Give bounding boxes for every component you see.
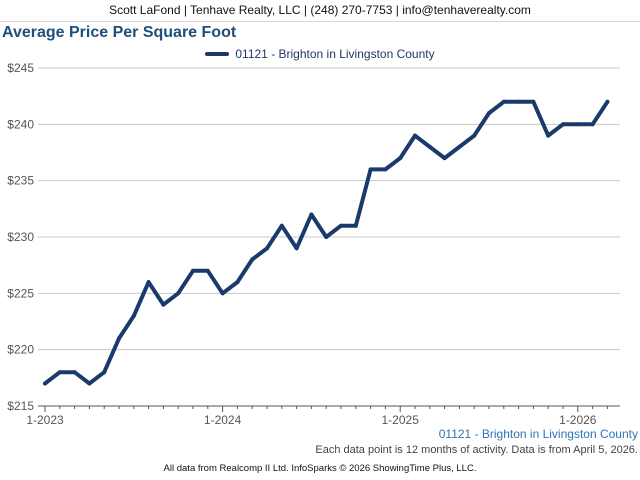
data-point xyxy=(102,370,107,375)
data-point xyxy=(442,156,447,161)
x-tick-label: 1-2026 xyxy=(559,413,597,427)
data-point xyxy=(250,257,255,262)
y-tick-label: $230 xyxy=(7,230,34,244)
y-tick-label: $215 xyxy=(7,399,34,413)
legend-swatch xyxy=(205,52,230,56)
data-point xyxy=(191,268,195,273)
data-point xyxy=(294,246,299,251)
data-point xyxy=(131,313,136,318)
data-point xyxy=(472,133,477,138)
data-point xyxy=(383,167,388,172)
data-point xyxy=(368,167,373,172)
data-point xyxy=(265,246,269,251)
footer-series-label: 01121 - Brighton in Livingston County xyxy=(438,427,638,441)
data-point xyxy=(235,280,240,285)
data-point xyxy=(605,99,610,104)
x-tick-label: 1-2025 xyxy=(382,413,420,427)
data-point xyxy=(57,370,62,375)
data-point xyxy=(501,99,506,104)
data-point xyxy=(575,122,580,127)
data-point xyxy=(427,144,432,149)
data-point xyxy=(457,144,462,149)
x-tick-label: 1-2024 xyxy=(204,413,242,427)
data-point xyxy=(531,99,536,104)
data-point xyxy=(205,268,210,273)
data-point xyxy=(146,280,151,285)
data-point xyxy=(43,381,47,386)
data-point xyxy=(561,122,565,127)
legend: 01121 - Brighton in Livingston County xyxy=(0,47,640,61)
contact-header: Scott LaFond | Tenhave Realty, LLC | (24… xyxy=(0,0,640,22)
y-tick-label: $240 xyxy=(7,117,34,131)
y-tick-label: $235 xyxy=(7,174,34,188)
data-point xyxy=(72,370,77,375)
data-point xyxy=(117,336,121,341)
data-point xyxy=(516,99,521,104)
data-point xyxy=(161,302,166,307)
y-tick-label: $220 xyxy=(7,343,34,357)
data-point xyxy=(487,111,491,116)
data-point xyxy=(339,223,343,228)
footer-note: Each data point is 12 months of activity… xyxy=(315,444,638,456)
data-point xyxy=(309,212,314,217)
chart-title: Average Price Per Square Foot xyxy=(2,24,237,41)
data-point xyxy=(546,133,551,138)
series-line xyxy=(43,99,610,386)
data-point xyxy=(398,156,403,161)
data-point xyxy=(324,235,329,239)
data-point xyxy=(413,133,417,138)
y-tick-label: $225 xyxy=(7,286,34,300)
data-point xyxy=(590,122,595,127)
data-point xyxy=(353,223,358,228)
x-tick-label: 1-2023 xyxy=(26,413,64,427)
data-point xyxy=(87,381,92,386)
data-point xyxy=(176,291,181,296)
y-tick-label: $245 xyxy=(7,61,34,75)
data-point xyxy=(279,223,284,228)
footer-credit: All data from Realcomp II Ltd. InfoSpark… xyxy=(163,463,477,474)
legend-label: 01121 - Brighton in Livingston County xyxy=(235,47,435,61)
data-point xyxy=(220,291,225,296)
